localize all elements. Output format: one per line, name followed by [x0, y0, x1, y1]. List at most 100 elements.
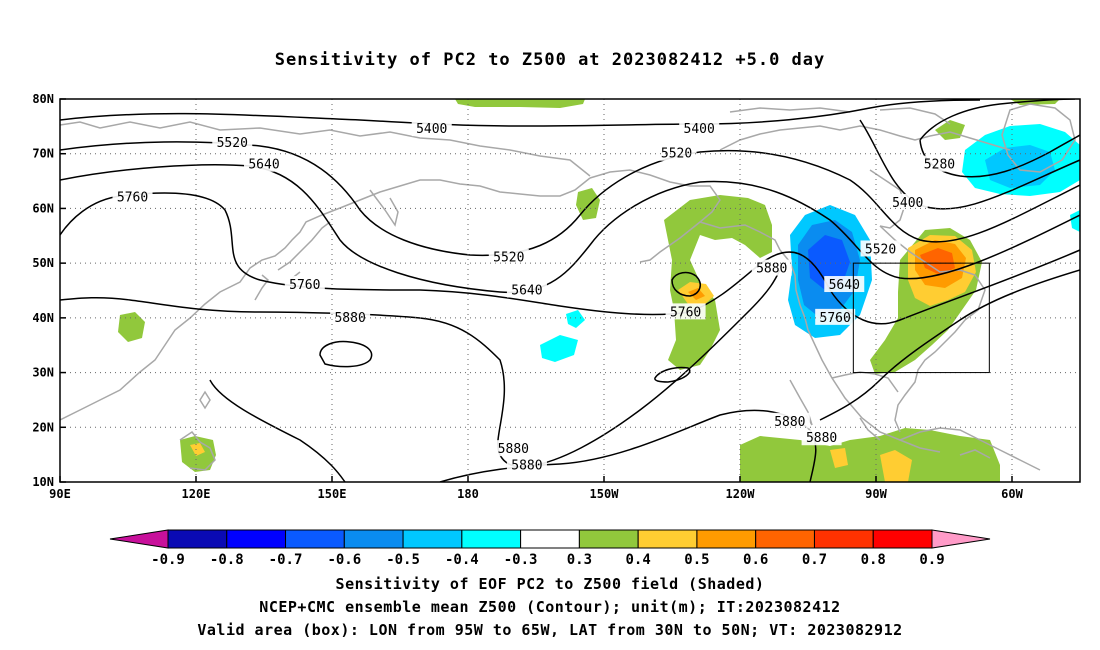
contour-label-20: 5880 [511, 459, 542, 474]
contour-label-bg-9 [506, 281, 547, 298]
shade-cyan-mid-pacific-2 [540, 335, 578, 362]
colorbar-swatch-13 [872, 529, 933, 549]
contour-label-bg-15 [330, 308, 371, 325]
contour-5640 [60, 164, 1080, 294]
coast-taiwan [199, 390, 211, 410]
caption-line-3: Valid area (box): LON from 95W to 65W, L… [197, 621, 903, 639]
shade-yellow-tropics [880, 450, 912, 482]
contour-label-bg-11 [112, 188, 153, 205]
contour-5520 [60, 141, 1080, 257]
contour-label-bg-17 [769, 412, 810, 429]
coastlines [60, 103, 1076, 471]
coast-kamchatka [369, 189, 399, 227]
x-tick-label-5: 120W [726, 487, 756, 501]
y-tick-label-6: 70N [32, 147, 54, 161]
coast-north-america-east [879, 225, 986, 433]
coast-philippines [179, 430, 216, 471]
colorbar-swatch-3 [285, 529, 345, 549]
colorbar-swatch-7 [520, 529, 580, 549]
colorbar-swatch-8 [578, 529, 639, 549]
x-tick-label-4: 150W [590, 487, 620, 501]
y-tick-label-5: 60N [32, 201, 54, 215]
coast-baja [789, 379, 813, 426]
coast-north-america-west [779, 249, 941, 453]
contour-5760-alaska-loop [671, 271, 701, 297]
colorbar-label-13: 0.9 [919, 552, 944, 568]
shade-yellow-philippines [190, 443, 205, 456]
colorbar-swatch-2 [226, 529, 287, 549]
contour-label-19: 5880 [498, 442, 529, 457]
y-tick-label-3: 40N [32, 311, 54, 325]
shade-cyan-mid-pacific [566, 310, 585, 328]
axis-ticks: 90E 120E 150E 180 150W 120W 90W 60W 10N 20N 30N 40N… [32, 92, 1023, 501]
colorbar-label-2: -0.7 [269, 552, 303, 568]
colorbar: -0.9 -0.8 -0.7 -0.6 -0.5 -0.4 -0.3 0.3 0.4 0.5 0.6… [109, 529, 991, 568]
contour-label-bg-7 [488, 248, 529, 265]
colorbar-label-4: -0.5 [386, 552, 420, 568]
colorbar-label-7: 0.3 [567, 552, 592, 568]
contour-5400-west [60, 99, 981, 127]
y-tick-label-1: 20N [32, 420, 54, 434]
caption-line-1: Sensitivity of EOF PC2 to Z500 field (Sh… [335, 575, 765, 593]
y-tick-label-4: 50N [32, 256, 54, 270]
contour-label-18: 5880 [806, 431, 837, 446]
contour-label-bg-13 [665, 303, 706, 320]
colorbar-swatch-0 [109, 529, 169, 549]
colorbar-swatch-4 [343, 529, 404, 549]
colorbar-swatch-9 [637, 529, 698, 549]
contour-label-bg-0 [411, 120, 452, 137]
map-title: Sensitivity of PC2 to Z500 at 2023082412… [274, 50, 826, 70]
contour-label-bg-16 [751, 259, 792, 276]
contour-label-4: 5520 [217, 136, 248, 151]
contour-label-bg-12 [284, 276, 325, 293]
coast-korea [254, 274, 270, 301]
contour-label-9: 5640 [511, 284, 542, 299]
z500-contours [60, 99, 1080, 482]
contour-label-bg-2 [919, 155, 960, 172]
colorbar-label-8: 0.4 [626, 552, 651, 568]
colorbar-label-5: -0.4 [445, 552, 479, 568]
coast-canada-arctic [719, 125, 1011, 151]
coast-caribbean [899, 427, 1041, 471]
colorbar-label-3: -0.6 [327, 552, 361, 568]
shade-red-canada [920, 248, 955, 275]
contour-5880-pacific-loop [319, 340, 373, 368]
colorbar-swatch-11 [755, 529, 815, 549]
colorbar-swatch-6 [461, 529, 522, 549]
colorbar-swatch-12 [813, 529, 874, 549]
y-tick-label-7: 80N [32, 92, 54, 106]
contour-label-6: 5520 [865, 242, 896, 257]
contour-5880-alaska-loop [654, 366, 691, 383]
contour-label-0: 5400 [416, 122, 447, 137]
contour-label-12: 5760 [289, 278, 320, 293]
coast-greenland [1001, 103, 1076, 173]
x-tick-label-3: 180 [457, 487, 479, 501]
contour-label-11: 5760 [117, 190, 148, 205]
x-tick-label-6: 90W [865, 487, 887, 501]
contour-5760 [60, 192, 1080, 325]
contour-label-bg-4 [212, 133, 253, 150]
colorbar-label-0: -0.9 [151, 552, 185, 568]
caption-line-2: NCEP+CMC ensemble mean Z500 (Contour); u… [259, 598, 841, 616]
contour-label-bg-8 [244, 155, 284, 172]
shade-cyan-east-coast [1070, 210, 1080, 232]
colorbar-swatch-14 [931, 529, 991, 549]
contour-label-2: 5280 [924, 158, 955, 173]
contour-label-bg-1 [679, 120, 720, 137]
contour-label-bg-3 [887, 193, 928, 210]
contour-5880-west [60, 269, 781, 468]
contour-label-1: 5400 [684, 122, 715, 137]
shade-positive-pacific-west [118, 312, 145, 342]
contour-label-bg-19 [493, 440, 534, 457]
coast-arctic-islands [729, 107, 951, 125]
contour-label-3: 5400 [892, 196, 923, 211]
contour-label-bg-18 [801, 429, 842, 446]
contour-labels: 5400 540052805400552055205520552056405640… [112, 120, 960, 474]
colorbar-swatch-1 [167, 529, 228, 549]
colorbar-swatch-5 [402, 529, 463, 549]
colorbar-label-6: -0.3 [504, 552, 538, 568]
contour-label-17: 5880 [774, 415, 805, 430]
coast-east-asia [60, 177, 591, 421]
coast-gulf-mexico [831, 371, 899, 441]
